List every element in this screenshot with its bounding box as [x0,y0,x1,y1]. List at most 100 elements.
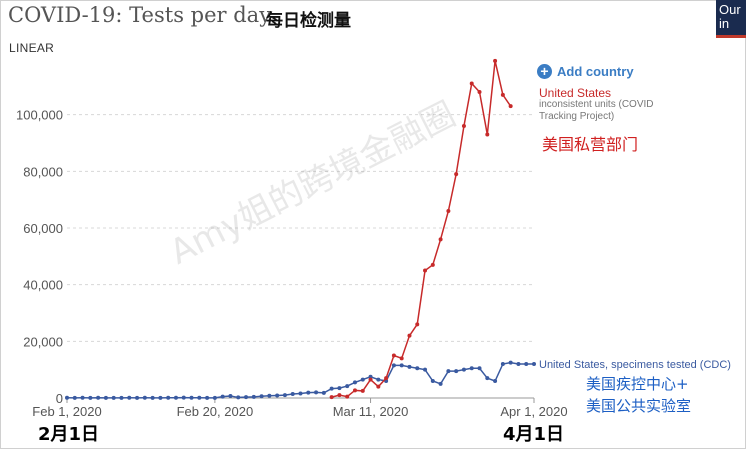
data-point [158,395,163,400]
series-label-us[interactable]: United States [539,86,612,100]
data-point [220,394,225,399]
data-point [399,356,404,361]
data-point [423,268,428,273]
data-point [189,395,194,400]
owid-logo[interactable]: Our in [716,0,746,38]
data-point [516,362,521,366]
data-point [415,366,420,371]
data-point [469,366,474,371]
data-point [142,395,147,400]
data-point [376,384,381,389]
data-point [228,394,233,399]
data-point [166,395,171,400]
data-point [454,369,459,374]
data-point [135,395,140,400]
data-point [454,172,459,177]
data-point [150,395,155,400]
y-tick-label: 100,000 [16,108,63,123]
data-point [446,369,451,374]
y-tick-label: 40,000 [23,278,63,293]
annotation-start-date-cn: 2月1日 [38,424,100,445]
y-tick-label: 80,000 [23,164,63,179]
data-point [282,393,287,398]
data-point [407,364,412,369]
y-tick-label: 0 [56,391,63,406]
data-point [267,393,272,398]
data-point [197,395,202,400]
data-point [407,333,412,338]
data-point [508,104,513,109]
data-point [80,395,85,400]
data-point [329,386,334,391]
data-point [119,395,124,400]
series-label-cdc[interactable]: United States, specimens tested (CDC) [539,359,731,371]
data-point [345,384,350,389]
data-point [352,380,357,385]
data-point [430,262,435,267]
data-point [96,395,101,400]
data-point [532,362,536,366]
data-point [181,395,186,400]
data-point [275,393,280,398]
data-point [477,366,482,371]
series-note-us: inconsistent units (COVID Tracking Proje… [539,99,654,122]
data-point [72,395,77,400]
data-point [368,377,373,382]
data-point [360,388,365,393]
add-country-button[interactable]: + Add country [537,64,634,79]
data-point [352,388,357,393]
data-point [493,379,498,383]
data-point [438,381,443,386]
y-tick-label: 20,000 [23,334,63,349]
data-point [111,395,116,400]
chart-title-cn: 每日检测量 [266,11,351,31]
data-point [485,376,490,381]
data-point [65,395,69,400]
data-point [500,362,505,366]
chart-title: COVID-19: Tests per day [8,3,272,27]
data-point [345,394,350,399]
data-point [173,395,178,400]
data-point [236,395,241,400]
annotation-us-cn: 美国私营部门 [542,135,639,154]
x-tick-label: Feb 20, 2020 [177,404,254,419]
plus-circle-icon: + [537,64,552,79]
data-point [399,363,404,368]
data-point [368,374,373,379]
scale-toggle[interactable]: LINEAR [9,41,55,55]
y-tick-label: 60,000 [23,221,63,236]
data-point [376,377,381,382]
data-point [306,390,311,395]
data-point [337,386,342,391]
data-point [508,360,513,365]
data-point [430,379,435,383]
data-point [212,395,217,400]
data-point [415,322,420,327]
data-point [298,391,303,396]
data-point [127,395,132,400]
data-point [477,90,482,94]
data-point [461,367,466,372]
data-point [329,395,334,400]
x-tick-label: Feb 1, 2020 [32,404,101,419]
data-point [500,92,505,97]
data-point [205,395,210,400]
data-point [485,132,490,137]
data-point [446,209,451,213]
data-point [391,363,396,368]
x-tick-label: Mar 11, 2020 [333,404,409,419]
annotation-end-date-cn: 4月1日 [503,424,565,445]
data-point [259,394,264,399]
series-line [331,60,512,398]
add-country-label: Add country [557,64,634,79]
data-point [290,392,295,397]
data-point [244,395,249,400]
data-point [438,237,443,242]
data-point [384,376,389,381]
data-point [423,367,428,372]
data-point [461,124,466,128]
data-point [103,395,108,400]
data-point [493,58,498,63]
data-point [469,81,474,86]
